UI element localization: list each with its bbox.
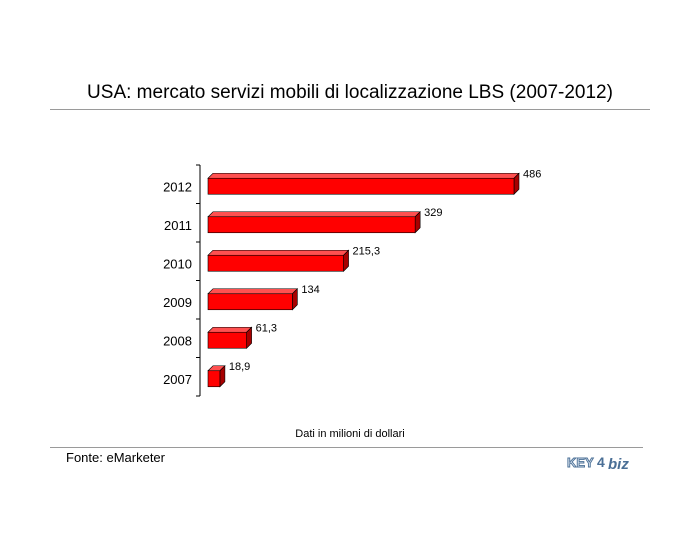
bar [207,293,293,311]
y-tick-label: 2008 [163,333,192,348]
data-label: 61,3 [256,322,277,334]
source-label: Fonte: eMarketer [66,450,165,465]
bar-top-face [207,211,421,218]
bar [207,216,416,234]
logo-key: KEY [567,455,594,470]
y-tick-label: 2012 [163,179,192,194]
y-tick-label: 2009 [163,295,192,310]
title-divider [50,109,650,110]
bar-top-face [207,172,520,179]
bar-top-face [207,288,299,295]
bar [207,370,221,388]
bar-top-face [207,326,253,333]
bar [207,177,515,195]
units-note: Dati in milioni di dollari [295,428,405,440]
y-tick-label: 2011 [164,218,192,233]
data-label: 215,3 [353,245,381,257]
key4biz-logo: KEY 4 biz [567,454,630,473]
data-label: 18,9 [229,361,250,373]
logo-biz: biz [608,456,629,473]
footer-divider [50,447,643,448]
data-label: 329 [424,207,442,219]
chart-title: USA: mercato servizi mobili di localizza… [87,82,613,103]
bar [207,254,344,272]
logo-number: 4 [597,454,605,470]
y-tick-label: 2010 [163,256,192,271]
y-tick-label: 2007 [163,372,192,387]
bar [207,331,247,349]
data-label: 486 [523,168,541,180]
bar-top-face [207,249,350,256]
data-label: 134 [301,284,319,296]
